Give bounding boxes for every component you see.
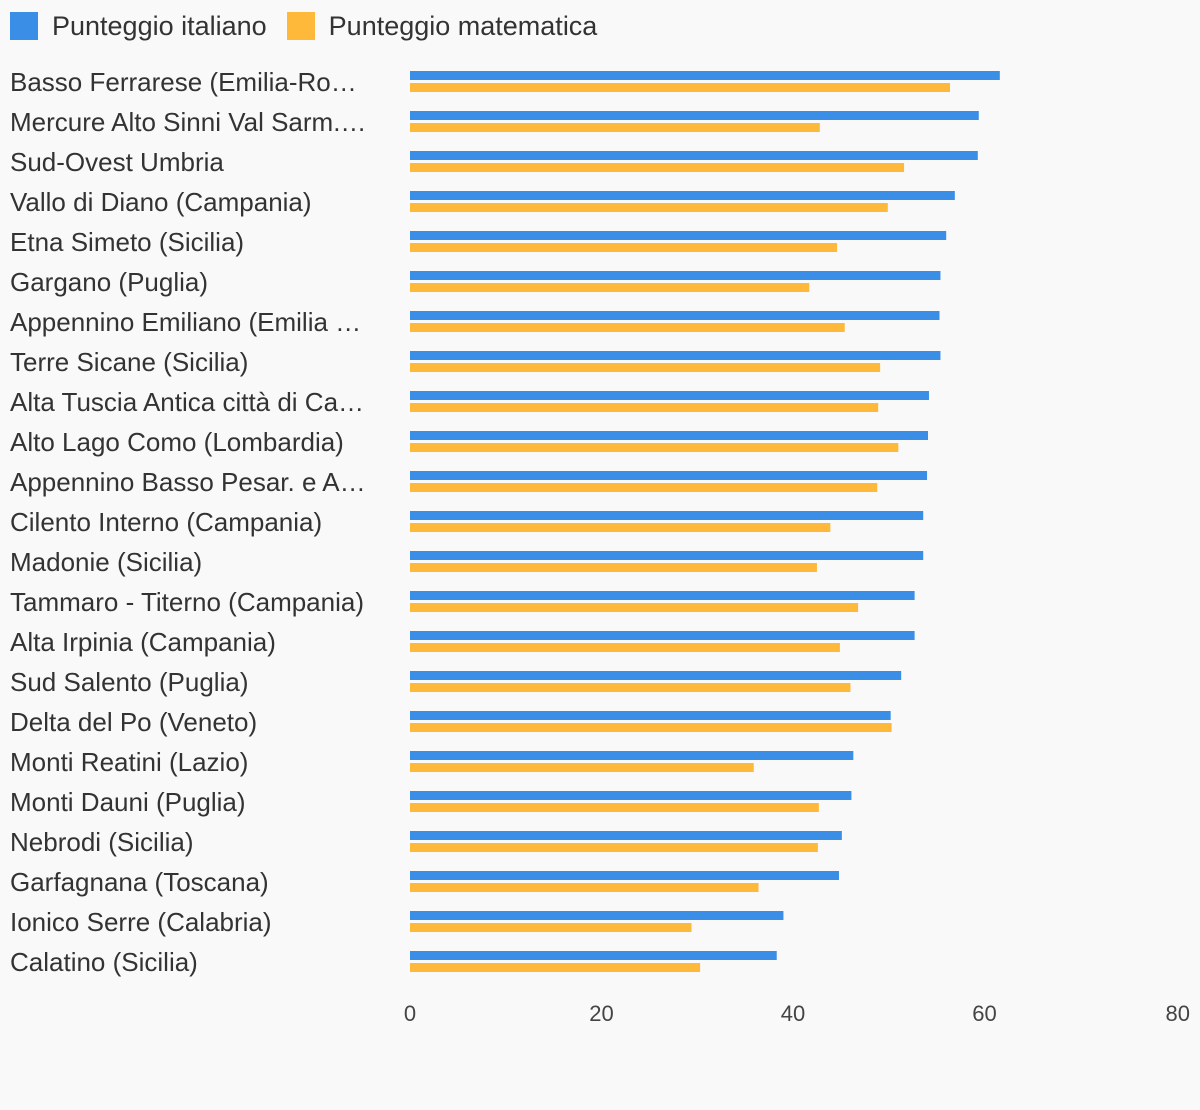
category-label: Sud Salento (Puglia) — [10, 667, 248, 697]
bar-italiano[interactable] — [410, 751, 854, 760]
bar-matematica[interactable] — [410, 723, 892, 732]
bar-italiano[interactable] — [410, 271, 941, 280]
bar-matematica[interactable] — [410, 123, 820, 132]
category-label: Appennino Emiliano (Emilia … — [10, 307, 361, 337]
bar-italiano[interactable] — [410, 111, 979, 120]
bar-italiano[interactable] — [410, 511, 924, 520]
bar-matematica[interactable] — [410, 603, 859, 612]
bar-italiano[interactable] — [410, 551, 924, 560]
bar-matematica[interactable] — [410, 923, 692, 932]
bar-matematica[interactable] — [410, 883, 759, 892]
legend-label-italiano: Punteggio italiano — [52, 11, 267, 41]
category-label: Delta del Po (Veneto) — [10, 707, 257, 737]
category-label: Calatino (Sicilia) — [10, 947, 198, 977]
x-axis: 0 20 40 60 80 — [404, 1001, 1190, 1026]
bar-matematica[interactable] — [410, 563, 817, 572]
legend-label-matematica: Punteggio matematica — [328, 11, 598, 41]
category-label: Nebrodi (Sicilia) — [10, 827, 194, 857]
category-labels: Basso Ferrarese (Emilia-Ro… Mercure Alto … — [10, 67, 366, 977]
category-label: Terre Sicane (Sicilia) — [10, 347, 248, 377]
category-label: Gargano (Puglia) — [10, 267, 208, 297]
category-label: Vallo di Diano (Campania) — [10, 187, 312, 217]
category-label: Mercure Alto Sinni Val Sarm.… — [10, 107, 366, 137]
chart-legend: Punteggio italiano Punteggio matematica — [10, 8, 617, 44]
x-tick-label: 60 — [972, 1001, 996, 1026]
category-label: Alta Irpinia (Campania) — [10, 627, 276, 657]
bar-matematica[interactable] — [410, 163, 905, 172]
bar-italiano[interactable] — [410, 71, 1000, 80]
bar-italiano[interactable] — [410, 831, 842, 840]
bars — [410, 71, 1000, 972]
bar-italiano[interactable] — [410, 711, 891, 720]
legend-item-italiano[interactable]: Punteggio italiano — [10, 8, 267, 44]
legend-swatch-italiano — [10, 12, 38, 40]
x-tick-label: 40 — [781, 1001, 805, 1026]
x-tick-label: 20 — [589, 1001, 613, 1026]
bar-matematica[interactable] — [410, 443, 899, 452]
bar-matematica[interactable] — [410, 963, 701, 972]
bar-matematica[interactable] — [410, 643, 840, 652]
bar-matematica[interactable] — [410, 843, 818, 852]
x-tick-label: 0 — [404, 1001, 416, 1026]
bar-italiano[interactable] — [410, 191, 955, 200]
bar-italiano[interactable] — [410, 311, 940, 320]
category-label: Monti Reatini (Lazio) — [10, 747, 248, 777]
category-label: Alta Tuscia Antica città di Ca… — [10, 387, 364, 417]
bar-matematica[interactable] — [410, 363, 881, 372]
bar-matematica[interactable] — [410, 803, 819, 812]
bar-italiano[interactable] — [410, 591, 915, 600]
bar-matematica[interactable] — [410, 243, 838, 252]
bar-matematica[interactable] — [410, 483, 878, 492]
bar-matematica[interactable] — [410, 763, 754, 772]
bar-matematica[interactable] — [410, 323, 845, 332]
legend-item-matematica[interactable]: Punteggio matematica — [286, 8, 598, 44]
category-label: Cilento Interno (Campania) — [10, 507, 322, 537]
category-label: Alto Lago Como (Lombardia) — [10, 427, 344, 457]
bar-italiano[interactable] — [410, 351, 941, 360]
category-label: Madonie (Sicilia) — [10, 547, 202, 577]
bar-italiano[interactable] — [410, 391, 929, 400]
category-label: Ionico Serre (Calabria) — [10, 907, 272, 937]
category-label: Appennino Basso Pesar. e A… — [10, 467, 366, 497]
category-label: Basso Ferrarese (Emilia-Ro… — [10, 67, 357, 97]
bar-italiano[interactable] — [410, 631, 915, 640]
bar-matematica[interactable] — [410, 403, 879, 412]
bar-italiano[interactable] — [410, 911, 784, 920]
category-label: Tammaro - Titerno (Campania) — [10, 587, 364, 617]
x-tick-label: 80 — [1166, 1001, 1190, 1026]
bar-italiano[interactable] — [410, 431, 929, 440]
bar-matematica[interactable] — [410, 83, 951, 92]
bar-matematica[interactable] — [410, 203, 888, 212]
bar-italiano[interactable] — [410, 871, 839, 880]
category-label: Etna Simeto (Sicilia) — [10, 227, 244, 257]
bar-matematica[interactable] — [410, 283, 810, 292]
bar-matematica[interactable] — [410, 683, 851, 692]
category-label: Garfagnana (Toscana) — [10, 867, 269, 897]
legend-swatch-matematica — [286, 12, 315, 40]
bar-italiano[interactable] — [410, 671, 902, 680]
category-label: Sud-Ovest Umbria — [10, 147, 224, 177]
bar-italiano[interactable] — [410, 231, 947, 240]
bar-italiano[interactable] — [410, 951, 777, 960]
bar-matematica[interactable] — [410, 523, 831, 532]
bar-italiano[interactable] — [410, 151, 978, 160]
bar-italiano[interactable] — [410, 791, 852, 800]
bar-italiano[interactable] — [410, 471, 928, 480]
category-label: Monti Dauni (Puglia) — [10, 787, 246, 817]
